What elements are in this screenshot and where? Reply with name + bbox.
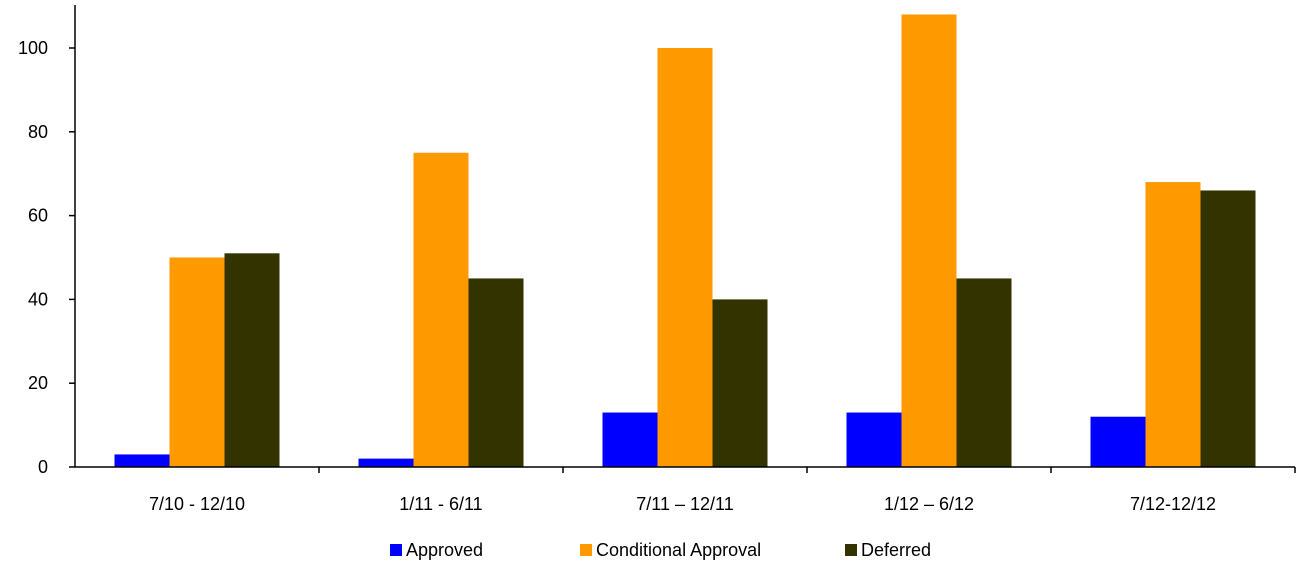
x-tick-label: 7/12-12/12 bbox=[1130, 494, 1216, 514]
bar-approved-3 bbox=[846, 412, 902, 467]
x-tick-label: 7/10 - 12/10 bbox=[149, 494, 245, 514]
bar-deferred-0 bbox=[224, 253, 280, 467]
bar-deferred-3 bbox=[956, 278, 1012, 467]
bar-approved-2 bbox=[602, 412, 658, 467]
y-tick-label: 0 bbox=[38, 457, 48, 477]
legend-label-approved: Approved bbox=[406, 540, 483, 560]
legend: Approved Conditional Approval Deferred bbox=[390, 540, 931, 560]
x-tick-label: 1/11 - 6/11 bbox=[399, 494, 482, 514]
bar-deferred-4 bbox=[1200, 190, 1256, 467]
y-axis-ticks: 0 20 40 60 80 100 bbox=[18, 38, 75, 477]
legend-swatch-deferred bbox=[845, 544, 857, 556]
bar-conditional-approval-4 bbox=[1145, 182, 1201, 467]
bars bbox=[114, 14, 1256, 467]
legend-label-conditional-approval: Conditional Approval bbox=[596, 540, 761, 560]
bar-approved-0 bbox=[114, 454, 170, 467]
legend-label-deferred: Deferred bbox=[861, 540, 931, 560]
bar-conditional-approval-2 bbox=[657, 48, 713, 467]
x-axis-labels: 7/10 - 12/10 1/11 - 6/11 7/11 – 12/11 1/12 … bbox=[149, 467, 1296, 514]
legend-swatch-conditional-approval bbox=[580, 544, 592, 556]
y-tick-label: 100 bbox=[18, 38, 48, 58]
bar-conditional-approval-1 bbox=[413, 152, 469, 467]
y-tick-label: 80 bbox=[28, 122, 48, 142]
legend-swatch-approved bbox=[390, 544, 402, 556]
bar-conditional-approval-0 bbox=[169, 257, 225, 467]
bar-approved-1 bbox=[358, 458, 414, 467]
y-tick-label: 40 bbox=[28, 289, 48, 309]
x-tick-label: 7/11 – 12/11 bbox=[636, 494, 733, 514]
bar-approved-4 bbox=[1090, 416, 1146, 467]
x-tick-label: 1/12 – 6/12 bbox=[884, 494, 974, 514]
bar-deferred-1 bbox=[468, 278, 524, 467]
bar-conditional-approval-3 bbox=[901, 14, 957, 467]
y-tick-label: 20 bbox=[28, 373, 48, 393]
y-tick-label: 60 bbox=[28, 206, 48, 226]
bar-deferred-2 bbox=[712, 299, 768, 467]
